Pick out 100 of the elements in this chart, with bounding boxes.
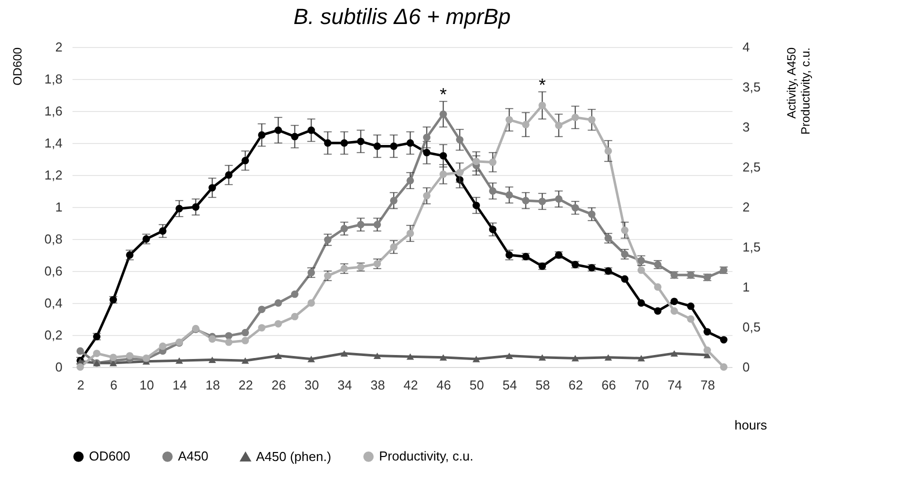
point <box>242 328 249 336</box>
x-tick-label: 70 <box>634 378 649 392</box>
point <box>555 195 562 203</box>
y-tick-label: 0,2 <box>44 328 62 342</box>
point <box>472 158 480 166</box>
point <box>489 187 496 195</box>
point <box>506 191 513 199</box>
point <box>456 168 464 176</box>
y-tick-label: 1 <box>55 200 62 214</box>
point <box>340 350 348 357</box>
x-tick-label: 6 <box>110 378 118 392</box>
y-tick-label: 0,8 <box>44 232 62 246</box>
point <box>572 204 579 212</box>
point <box>687 315 694 323</box>
y2-tick-label: 1,5 <box>742 240 761 254</box>
point <box>588 210 596 218</box>
point <box>324 236 332 244</box>
point <box>654 307 662 315</box>
point <box>604 234 612 242</box>
y-tick-label: 1,8 <box>44 72 62 86</box>
point <box>522 196 530 204</box>
x-tick-label: 22 <box>238 378 253 392</box>
y2-tick-label: 0,5 <box>742 320 761 334</box>
y-tick-label: 0 <box>55 360 62 374</box>
y-tick-label: 0,4 <box>44 296 62 310</box>
point <box>324 272 332 280</box>
point <box>308 126 315 134</box>
point <box>506 116 513 124</box>
point <box>423 134 430 142</box>
point <box>621 226 628 234</box>
point <box>390 196 398 204</box>
point <box>670 350 678 357</box>
point <box>110 354 117 362</box>
point <box>472 202 480 210</box>
point <box>159 227 166 235</box>
x-tick-label: 14 <box>172 378 187 392</box>
x-tick-label: 78 <box>700 378 715 392</box>
point <box>192 203 200 211</box>
point <box>654 283 662 291</box>
point <box>274 352 282 360</box>
point <box>390 243 398 251</box>
point <box>572 114 579 122</box>
point <box>555 122 562 130</box>
point <box>208 335 216 343</box>
point <box>159 342 166 350</box>
point <box>242 357 249 364</box>
point <box>621 275 628 283</box>
point <box>208 184 216 192</box>
y-tick-label: 0,6 <box>44 264 62 278</box>
point <box>638 354 645 362</box>
point <box>538 102 546 110</box>
point <box>274 299 282 307</box>
point <box>621 250 628 258</box>
point <box>308 299 315 307</box>
x-tick-label: 58 <box>536 378 550 392</box>
point <box>406 230 414 238</box>
point <box>670 298 678 306</box>
point <box>208 356 216 364</box>
x-tick-label: 54 <box>502 378 517 392</box>
point <box>225 332 232 340</box>
y-tick-label: 2 <box>55 40 62 54</box>
chart-title: B. subtilis Δ6 + mprBp <box>293 4 511 29</box>
x-tick-label: 46 <box>436 378 451 392</box>
point <box>357 220 364 228</box>
y2-axis-title: Activity, A450 Productivity, c.u. <box>784 47 813 135</box>
point <box>506 352 513 360</box>
point <box>704 328 711 336</box>
point <box>93 350 100 358</box>
point <box>638 299 645 307</box>
point <box>374 220 381 228</box>
point <box>291 132 298 140</box>
point <box>440 110 447 118</box>
x-axis-title: hours <box>734 418 768 432</box>
x-tick-label: 62 <box>568 378 583 392</box>
point <box>489 158 496 166</box>
point <box>406 176 414 184</box>
y2-tick-label: 4 <box>742 40 750 54</box>
point <box>472 356 480 362</box>
y-tick-label: 1,4 <box>44 136 62 150</box>
point <box>638 266 645 274</box>
x-tick-label: 74 <box>668 378 682 392</box>
point <box>390 142 398 150</box>
point <box>242 336 249 344</box>
point <box>340 139 348 147</box>
x-tick-label: 2 <box>77 378 84 392</box>
y2-tick-label: 2,5 <box>742 160 761 174</box>
point <box>423 148 430 156</box>
point <box>225 171 232 179</box>
y2-tick-label: 2 <box>742 200 750 214</box>
point <box>489 226 496 234</box>
y2-tick-label: 3,5 <box>742 80 761 94</box>
point <box>374 260 381 268</box>
point <box>406 139 414 147</box>
point <box>126 352 134 360</box>
point <box>357 138 364 146</box>
point <box>274 320 282 328</box>
point <box>423 192 430 200</box>
legend-label: A450 (phen.) <box>256 448 332 464</box>
point <box>258 324 266 332</box>
point <box>258 306 266 314</box>
